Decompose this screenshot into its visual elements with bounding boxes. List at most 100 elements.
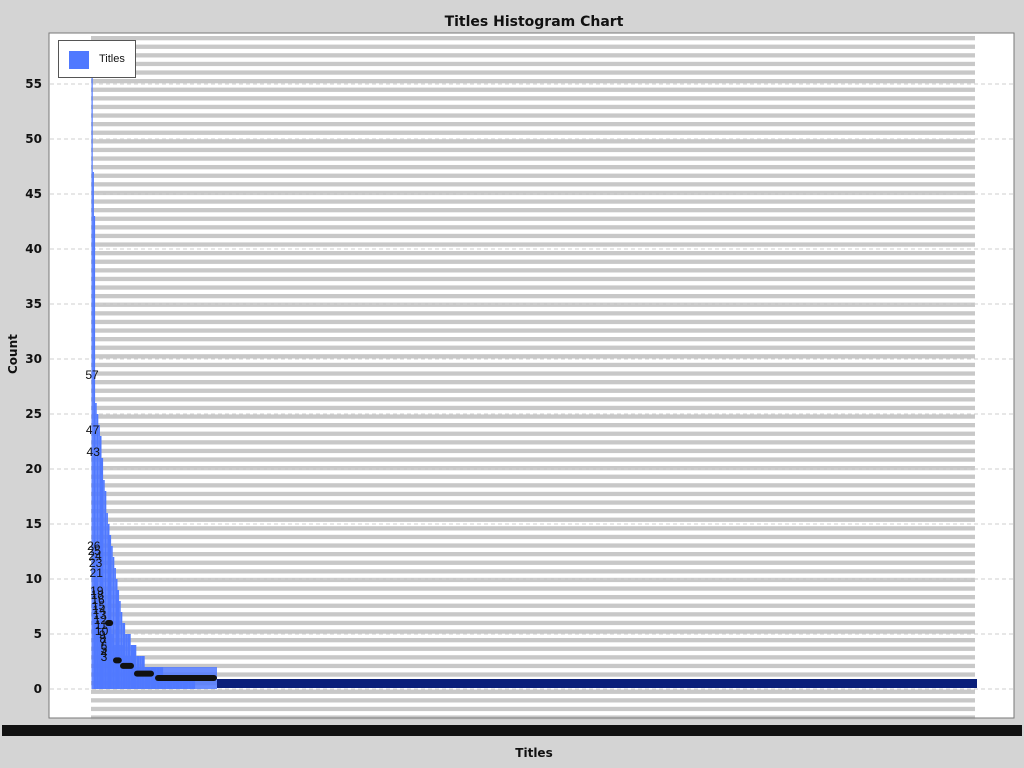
grid-band (91, 706, 975, 712)
data-label: 7 (100, 635, 107, 649)
data-label: 57 (85, 368, 99, 382)
grid-band (91, 182, 975, 187)
data-label: 24 (88, 549, 102, 563)
grid-band (91, 595, 975, 600)
grid-band (91, 354, 975, 359)
y-tick-label: 0 (34, 682, 42, 696)
data-label: 11 (95, 618, 108, 632)
grid-band (91, 259, 975, 264)
grid-band (91, 534, 975, 540)
y-tick-label: 40 (25, 242, 42, 256)
grid-band (91, 53, 975, 58)
bar (107, 524, 110, 689)
bar (110, 634, 113, 689)
grid-band (91, 139, 975, 144)
y-tick-label: 55 (25, 77, 42, 91)
data-label: 19 (90, 584, 104, 598)
grid-band (91, 122, 975, 127)
bar (109, 535, 112, 689)
data-label: 12 (94, 613, 108, 627)
grid-band (91, 173, 975, 178)
y-tick-label: 15 (25, 517, 42, 531)
bar (115, 579, 118, 689)
bar (111, 546, 113, 689)
grid-band (91, 638, 975, 643)
bar (112, 557, 115, 689)
bar (124, 656, 136, 689)
bar (113, 645, 124, 689)
grid-band (91, 517, 975, 522)
data-label: 16 (91, 593, 105, 607)
grid-band (91, 569, 975, 574)
grid-band (91, 698, 975, 703)
grid-band (91, 276, 975, 282)
bar (136, 667, 155, 689)
grid-band (91, 242, 975, 247)
y-tick-label: 45 (25, 187, 42, 201)
data-label: 18 (91, 588, 105, 602)
bar (95, 403, 97, 689)
data-label: 21 (90, 566, 104, 580)
grid-band (91, 319, 975, 325)
grid-bands (91, 36, 975, 720)
grid-band (91, 79, 975, 84)
grid-band (91, 543, 975, 548)
grid-band (91, 36, 975, 41)
grid-band (91, 491, 975, 497)
bar (98, 425, 100, 689)
grid-band (91, 362, 975, 368)
grid-band (91, 431, 975, 436)
tail-bars (217, 679, 977, 688)
x-tick-labels (2, 725, 1022, 736)
legend-label: Titles (99, 53, 125, 65)
grid-band (91, 405, 975, 411)
y-tick-label: 10 (25, 572, 42, 586)
grid-band (91, 190, 975, 196)
data-label: 43 (87, 445, 101, 459)
grid-band (91, 466, 975, 471)
data-label: 14 (93, 603, 107, 617)
grid-band (91, 70, 975, 75)
y-axis-title: Count (6, 334, 20, 374)
grid-band (91, 603, 975, 608)
bar-series (91, 62, 977, 689)
grid-band (91, 285, 975, 290)
grid-band (91, 586, 975, 591)
x-axis-ticks (2, 717, 1022, 736)
grid-band (91, 337, 975, 342)
grid-band (91, 104, 975, 110)
y-tick-label: 20 (25, 462, 42, 476)
grid-band (91, 61, 975, 67)
data-label: 5 (101, 642, 108, 656)
data-label: 47 (86, 423, 100, 437)
grid-band (91, 663, 975, 669)
y-tick-label: 35 (25, 297, 42, 311)
grid-band (91, 397, 975, 402)
data-label: 9 (99, 628, 106, 642)
y-tick-label: 50 (25, 132, 42, 146)
grid-band (91, 380, 975, 385)
grid-band (91, 87, 975, 92)
grid-band (91, 156, 975, 161)
grid-band (91, 294, 975, 299)
data-labels: 5747432625242321191816151413121110987654… (85, 368, 108, 664)
grid-band (91, 423, 975, 428)
grid-band (91, 225, 975, 230)
data-label: 4 (101, 646, 108, 660)
data-label: 3 (101, 650, 108, 664)
grid-band (91, 414, 975, 419)
label-cluster (105, 620, 114, 626)
grid-band (91, 474, 975, 479)
legend: Titles (58, 40, 136, 78)
bar (117, 590, 120, 689)
bar (92, 172, 94, 689)
bar (103, 480, 105, 689)
grid-band (91, 457, 975, 462)
grid-band (91, 311, 975, 316)
chart-title: Titles Histogram Chart (444, 14, 624, 30)
bar (96, 414, 99, 689)
data-label: 23 (89, 556, 103, 570)
grid-band (91, 251, 975, 256)
label-cluster (120, 662, 134, 669)
